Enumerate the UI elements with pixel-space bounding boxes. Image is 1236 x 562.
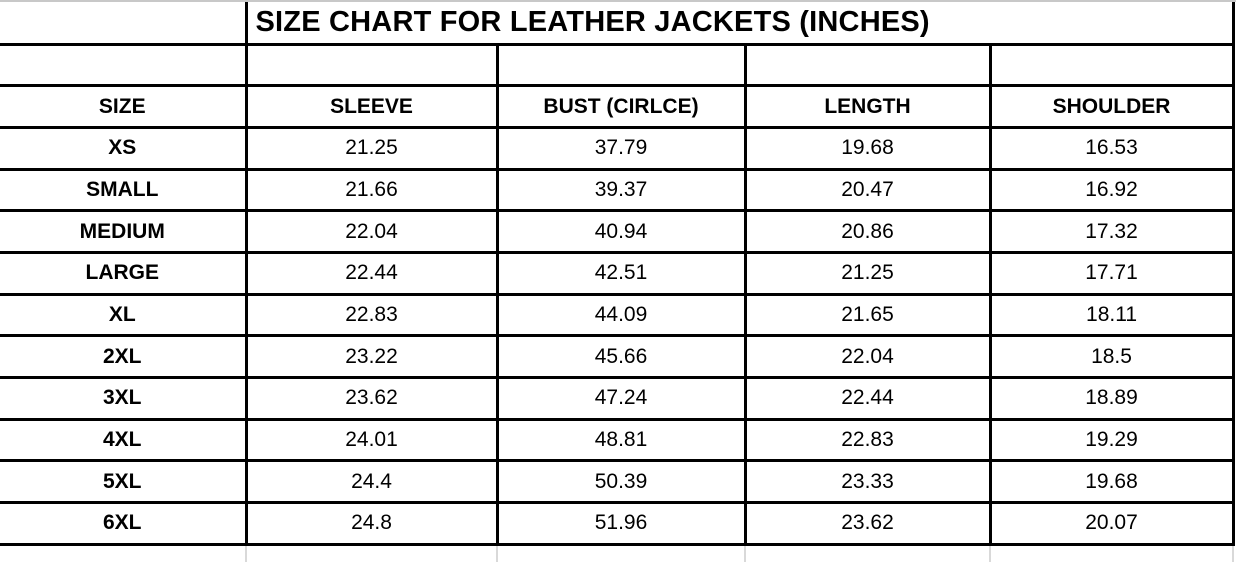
- empty-cell: [743, 42, 992, 88]
- length-cell: 20.47: [743, 167, 992, 213]
- length-cell: 22.44: [743, 376, 992, 421]
- col-header-size: SIZE: [0, 84, 248, 129]
- col-header-shoulder: SHOULDER: [988, 84, 1235, 129]
- shoulder-cell: 16.53: [988, 125, 1235, 171]
- table-row: MEDIUM 22.04 40.94 20.86 17.32: [0, 209, 1235, 254]
- table-row: 3XL 23.62 47.24 22.44 18.89: [0, 376, 1235, 421]
- shoulder-cell: 20.07: [988, 501, 1235, 546]
- empty-cell: [745, 544, 991, 562]
- sleeve-cell: 24.8: [244, 501, 499, 546]
- shoulder-cell: 19.68: [988, 459, 1235, 505]
- table-row: LARGE 22.44 42.51 21.25 17.71: [0, 250, 1235, 296]
- table-row: SMALL 21.66 39.37 20.47 16.92: [0, 167, 1235, 213]
- partial-empty-row: [0, 544, 1235, 562]
- bust-cell: 50.39: [495, 459, 747, 505]
- sleeve-cell: 24.01: [244, 417, 499, 463]
- sleeve-cell: 21.25: [244, 125, 499, 171]
- length-cell: 21.25: [743, 250, 992, 296]
- empty-cell: [0, 544, 247, 562]
- shoulder-cell: 16.92: [988, 167, 1235, 213]
- bust-cell: 42.51: [495, 250, 747, 296]
- empty-cell: [0, 42, 248, 88]
- size-cell: 6XL: [0, 501, 248, 546]
- length-cell: 23.62: [743, 501, 992, 546]
- col-header-sleeve: SLEEVE: [244, 84, 499, 129]
- table-row: 6XL 24.8 51.96 23.62 20.07: [0, 501, 1235, 546]
- shoulder-cell: 17.71: [988, 250, 1235, 296]
- sleeve-cell: 21.66: [244, 167, 499, 213]
- length-cell: 21.65: [743, 292, 992, 338]
- bust-cell: 48.81: [495, 417, 747, 463]
- empty-cell: [246, 544, 498, 562]
- bust-cell: 45.66: [495, 334, 747, 379]
- sleeve-cell: 23.62: [244, 376, 499, 421]
- empty-cell: [495, 42, 747, 88]
- col-header-length: LENGTH: [743, 84, 992, 129]
- table-row: XL 22.83 44.09 21.65 18.11: [0, 292, 1235, 338]
- size-cell: LARGE: [0, 250, 248, 296]
- sleeve-cell: 22.44: [244, 250, 499, 296]
- bust-cell: 39.37: [495, 167, 747, 213]
- size-cell: XS: [0, 125, 248, 171]
- shoulder-cell: 18.5: [988, 334, 1235, 379]
- table-row: XS 21.25 37.79 19.68 16.53: [0, 125, 1235, 171]
- empty-corner-cell: [0, 2, 246, 46]
- bust-cell: 47.24: [495, 376, 747, 421]
- size-cell: 2XL: [0, 334, 248, 379]
- shoulder-cell: 19.29: [988, 417, 1235, 463]
- empty-cell: [988, 42, 1235, 88]
- bust-cell: 37.79: [495, 125, 747, 171]
- empty-cell: [244, 42, 499, 88]
- sleeve-cell: 23.22: [244, 334, 499, 379]
- size-cell: 4XL: [0, 417, 248, 463]
- shoulder-cell: 18.89: [988, 376, 1235, 421]
- spacer-row: [0, 42, 1235, 88]
- col-header-bust: BUST (CIRLCE): [495, 84, 747, 129]
- empty-cell: [497, 544, 746, 562]
- size-cell: MEDIUM: [0, 209, 248, 254]
- table-row: 2XL 23.22 45.66 22.04 18.5: [0, 334, 1235, 379]
- shoulder-cell: 17.32: [988, 209, 1235, 254]
- sleeve-cell: 22.83: [244, 292, 499, 338]
- bust-cell: 51.96: [495, 501, 747, 546]
- sleeve-cell: 24.4: [244, 459, 499, 505]
- length-cell: 20.86: [743, 209, 992, 254]
- table-row: 5XL 24.4 50.39 23.33 19.68: [0, 459, 1235, 505]
- crop-edge-line: [0, 0, 1236, 2]
- table-row: 4XL 24.01 48.81 22.83 19.29: [0, 417, 1235, 463]
- length-cell: 23.33: [743, 459, 992, 505]
- length-cell: 19.68: [743, 125, 992, 171]
- size-cell: 3XL: [0, 376, 248, 421]
- empty-cell: [990, 544, 1235, 562]
- table-title: SIZE CHART FOR LEATHER JACKETS (INCHES): [244, 2, 1235, 46]
- sleeve-cell: 22.04: [244, 209, 499, 254]
- shoulder-cell: 18.11: [988, 292, 1235, 338]
- size-cell: SMALL: [0, 167, 248, 213]
- header-row: SIZE SLEEVE BUST (CIRLCE) LENGTH SHOULDE…: [0, 84, 1235, 129]
- length-cell: 22.04: [743, 334, 992, 379]
- bust-cell: 40.94: [495, 209, 747, 254]
- title-row: SIZE CHART FOR LEATHER JACKETS (INCHES): [0, 2, 1235, 46]
- size-cell: 5XL: [0, 459, 248, 505]
- bust-cell: 44.09: [495, 292, 747, 338]
- length-cell: 22.83: [743, 417, 992, 463]
- size-cell: XL: [0, 292, 248, 338]
